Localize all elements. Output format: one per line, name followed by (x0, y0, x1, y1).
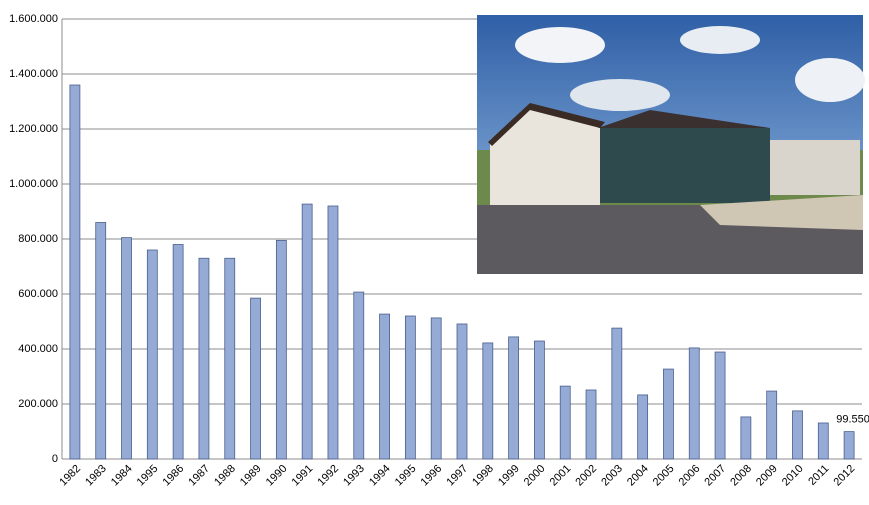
bar (508, 336, 520, 460)
x-tick-label: 1988 (212, 463, 238, 489)
bar (301, 203, 313, 460)
photo-building (490, 105, 600, 205)
x-tick-label: 1994 (367, 463, 393, 489)
bar (224, 257, 236, 460)
bar (663, 368, 674, 460)
x-tick-label: 1982 (57, 463, 83, 489)
x-tick-label: 1995 (393, 463, 419, 489)
bar (404, 315, 416, 460)
x-tick-label: 2008 (728, 463, 754, 489)
y-tick-label: 1.200.000 (9, 123, 58, 135)
bar (456, 323, 468, 460)
x-tick-label: 1983 (83, 463, 109, 489)
photo (477, 15, 865, 274)
x-tick-label: 2002 (573, 463, 599, 489)
x-tick-label: 1986 (161, 463, 187, 489)
bar (146, 249, 158, 460)
x-tick-label: 1999 (496, 463, 522, 489)
bar (172, 244, 184, 460)
bar (69, 84, 81, 460)
value-label: 99.550 (836, 414, 869, 426)
x-tick-label: 2001 (548, 463, 574, 489)
bar (637, 394, 649, 460)
bar (714, 351, 726, 460)
bar (585, 389, 597, 460)
bar (275, 239, 287, 460)
bar (817, 422, 829, 460)
photo-cloud (570, 79, 670, 111)
bar (198, 257, 210, 460)
photo-glass (600, 128, 770, 203)
photo-building (770, 140, 860, 195)
x-tick-label: 1990 (264, 463, 290, 489)
bar (121, 237, 132, 460)
photo-cloud (795, 58, 865, 102)
y-tick-label: 600.000 (18, 288, 58, 300)
bar (353, 291, 365, 460)
photo-cloud (680, 26, 760, 54)
x-tick-label: 1991 (290, 463, 316, 489)
y-tick-label: 400.000 (18, 343, 58, 355)
x-tick-label: 2012 (831, 463, 857, 489)
bar (327, 205, 339, 460)
bar (740, 416, 752, 460)
x-tick-label: 1984 (109, 463, 135, 489)
photo-roof (598, 110, 770, 128)
x-tick-label: 1997 (444, 463, 470, 489)
bar (482, 342, 494, 460)
bar (250, 297, 261, 460)
x-tick-label: 1989 (238, 463, 264, 489)
x-tick-label: 1992 (315, 463, 341, 489)
x-tick-label: 2003 (599, 463, 625, 489)
y-tick-label: 1.000.000 (9, 178, 58, 190)
bar (559, 385, 571, 460)
x-tick-label: 2007 (702, 463, 728, 489)
photo-cloud (515, 27, 605, 63)
x-tick-label: 1987 (186, 463, 212, 489)
bar (766, 390, 778, 460)
bar (95, 222, 107, 460)
y-tick-label: 200.000 (18, 398, 58, 410)
x-tick-label: 2009 (754, 463, 780, 489)
y-tick-label: 1.600.000 (9, 13, 58, 25)
photo-roof (488, 103, 605, 146)
bar (534, 340, 545, 460)
bar (430, 317, 442, 460)
y-tick-label: 0 (52, 453, 58, 465)
x-tick-label: 2004 (625, 463, 651, 489)
y-tick-label: 1.400.000 (9, 68, 58, 80)
x-tick-label: 2010 (780, 463, 806, 489)
x-tick-label: 1998 (470, 463, 496, 489)
bar (611, 327, 623, 460)
y-tick-label: 800.000 (18, 233, 58, 245)
photo-plaza (700, 195, 863, 230)
x-tick-label: 1996 (419, 463, 445, 489)
x-tick-label: 2006 (677, 463, 703, 489)
bar (843, 431, 855, 460)
x-tick-label: 2000 (522, 463, 548, 489)
x-tick-label: 2005 (651, 463, 677, 489)
bar (688, 347, 700, 460)
x-tick-label: 2011 (806, 463, 831, 488)
x-tick-label: 1995 (135, 463, 161, 489)
x-tick-label: 1993 (341, 463, 367, 489)
bar (379, 313, 390, 460)
bar (792, 410, 803, 460)
